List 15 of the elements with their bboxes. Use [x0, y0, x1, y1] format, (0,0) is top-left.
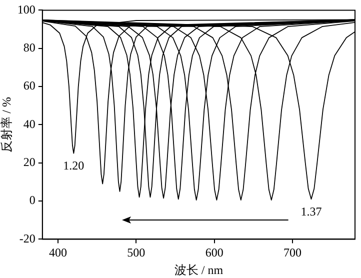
y-axis-title: 反射率 / % [0, 97, 14, 152]
y-tick-label: 0 [29, 193, 36, 208]
x-tick-label: 700 [283, 246, 302, 260]
y-tick-label: 40 [23, 116, 36, 131]
x-tick-label: 400 [49, 246, 68, 260]
x-tick-label: 600 [205, 246, 224, 260]
y-tick-label: 80 [23, 40, 36, 55]
x-axis-title: 波长 / nm [174, 262, 224, 277]
annotation: 1.37 [300, 204, 322, 218]
y-tick-label: 60 [23, 78, 36, 93]
x-tick-label: 500 [127, 246, 146, 260]
annotation: 1.20 [63, 158, 84, 172]
y-tick-label: 100 [17, 2, 36, 16]
y-tick-label: -20 [19, 231, 36, 246]
y-tick-label: 20 [23, 155, 36, 170]
